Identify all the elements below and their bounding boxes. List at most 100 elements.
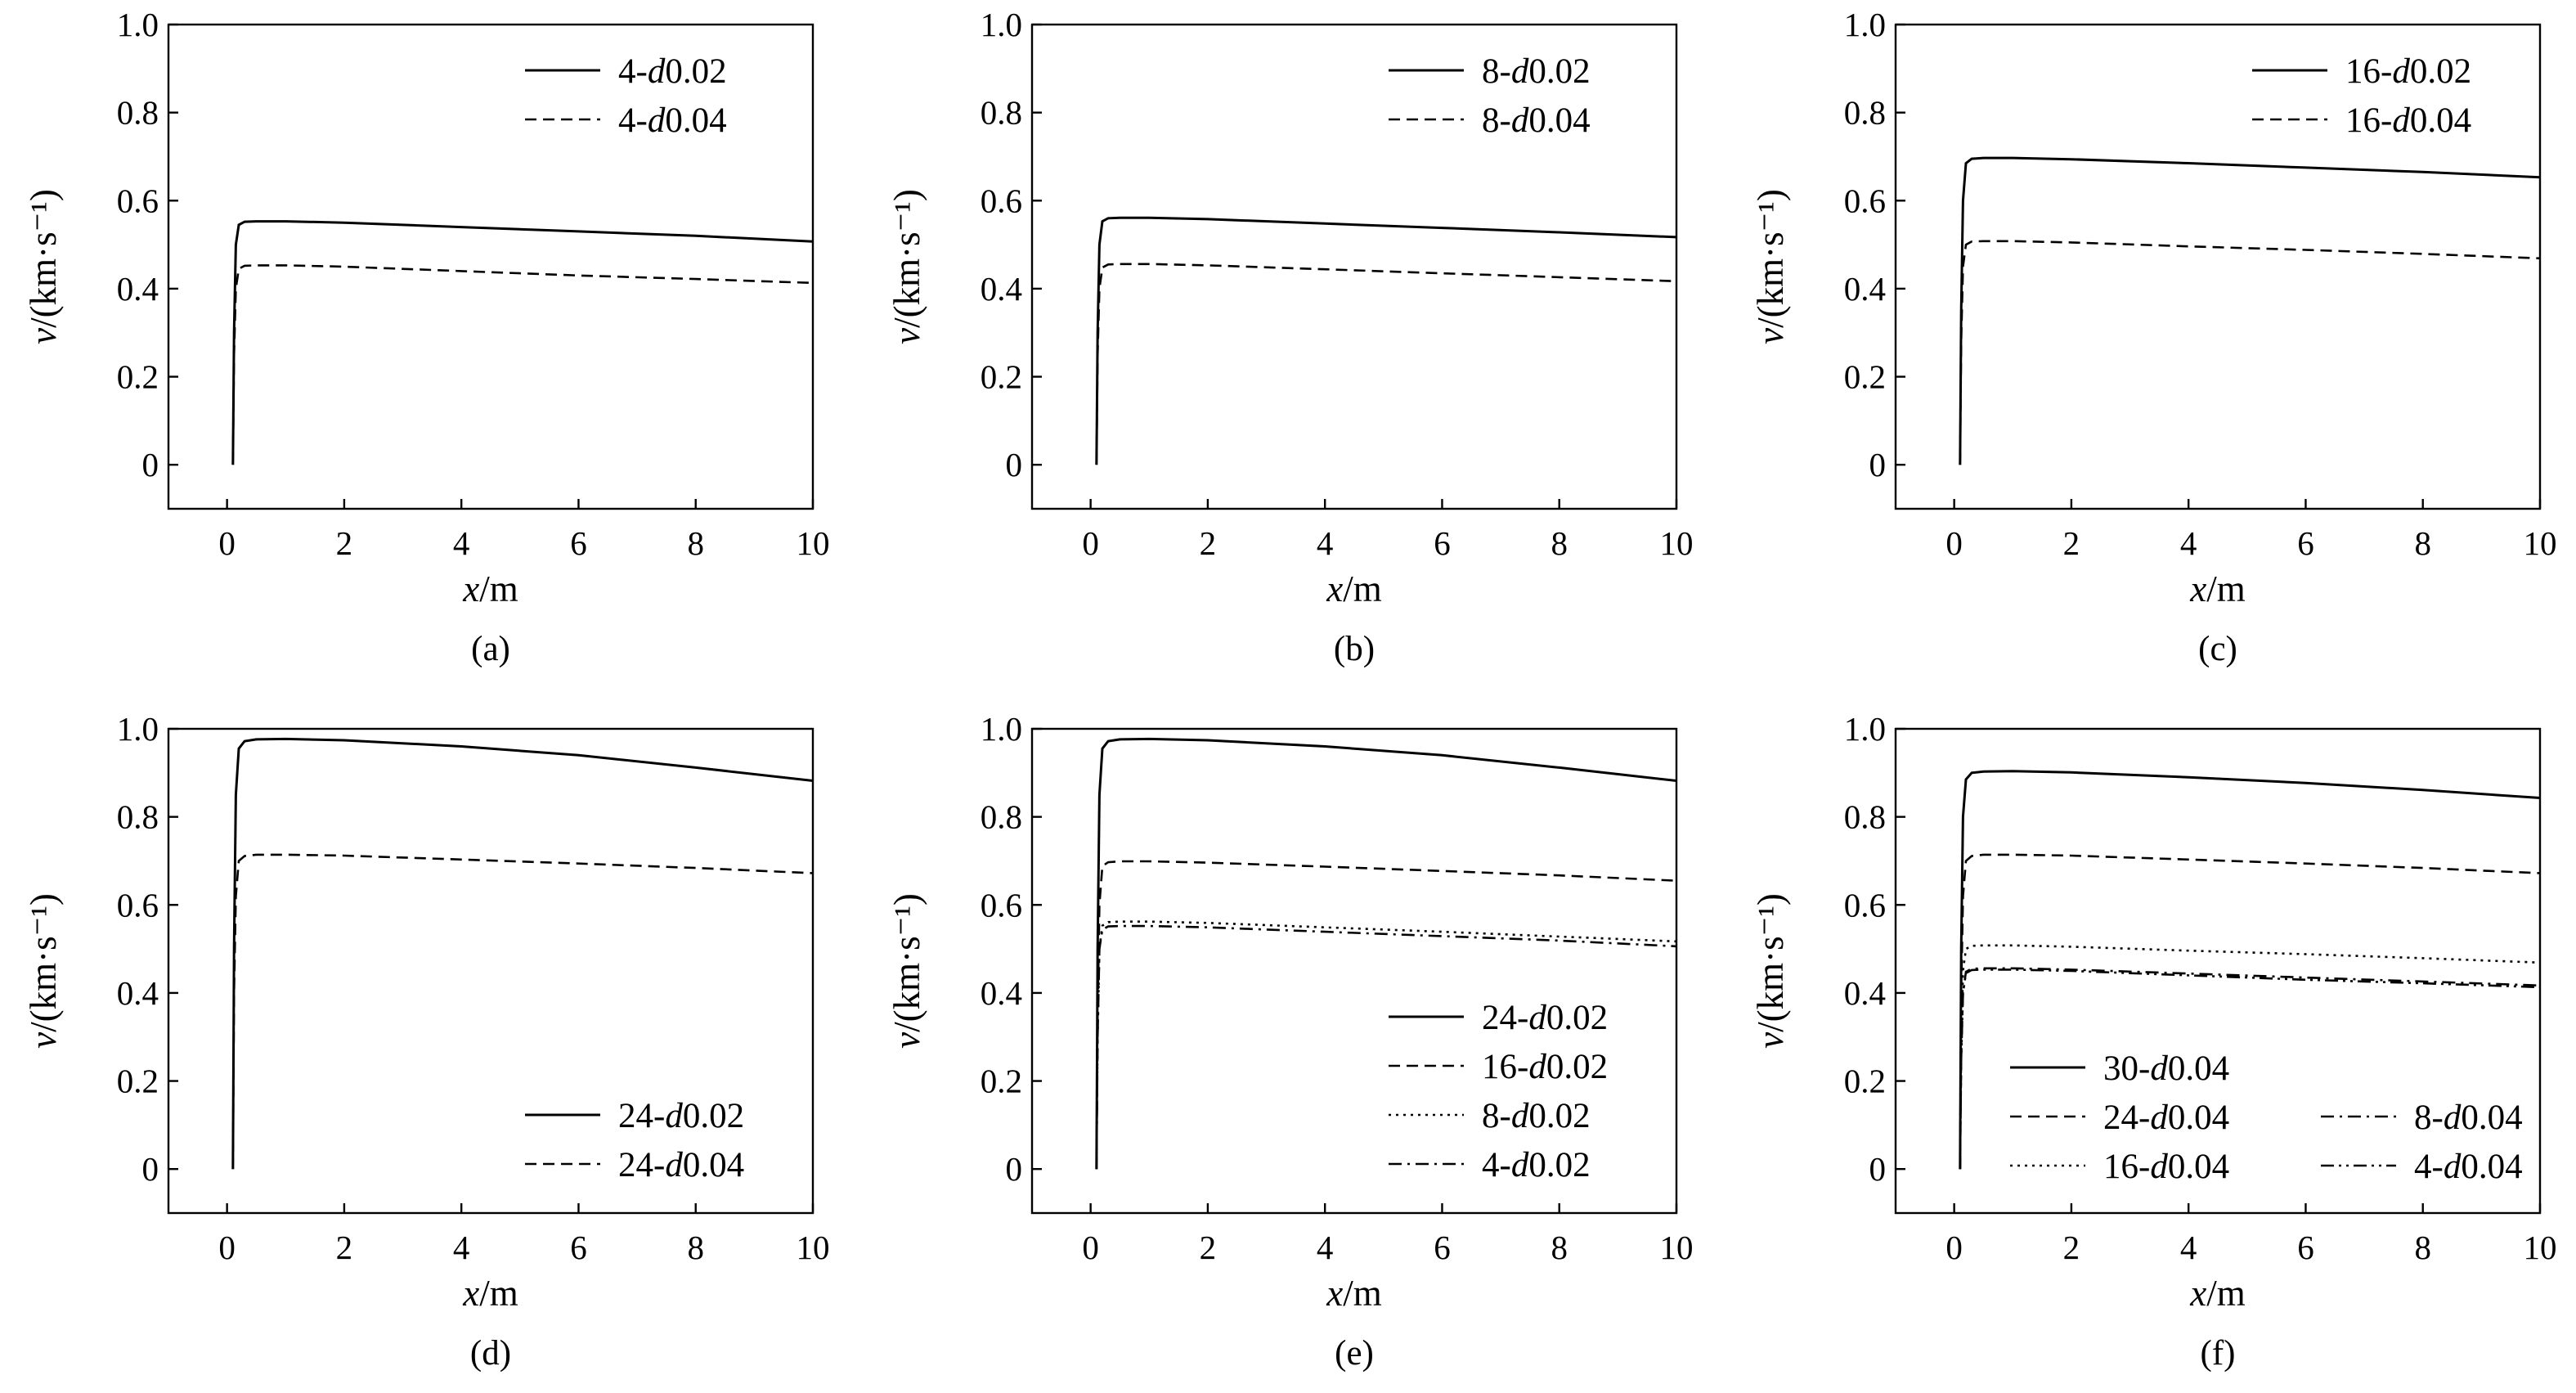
- series-line: [1095, 216, 1677, 465]
- chart-panel: 0 0.2 0.4 0.6 0.8 1.0 0 2 4 6 8 10 x/m v/(km·s⁻¹) (b) 8…: [886, 6, 1694, 668]
- y-tick-label: 0.4: [117, 270, 159, 308]
- x-tick-label: 6: [570, 524, 587, 562]
- x-axis-label: x/m: [1326, 1273, 1382, 1314]
- x-tick-label: 0: [1082, 1229, 1099, 1266]
- series-line: [1959, 156, 2541, 465]
- x-tick-label: 0: [1082, 524, 1099, 562]
- y-axis-label: v/(km·s⁻¹): [886, 893, 927, 1049]
- x-tick-label: 4: [453, 524, 470, 562]
- x-tick-label: 8: [1551, 524, 1568, 562]
- y-tick-label: 0.2: [117, 358, 159, 396]
- x-tick-label: 4: [2180, 1229, 2197, 1266]
- y-tick-label: 0.8: [1844, 798, 1886, 836]
- y-tick-label: 0: [1006, 446, 1023, 483]
- legend-label: 8-d0.02: [1482, 52, 1591, 91]
- x-tick-label: 10: [797, 524, 830, 562]
- x-tick-label: 4: [1317, 524, 1334, 562]
- x-tick-label: 10: [1660, 1229, 1694, 1266]
- x-tick-label: 8: [2414, 524, 2431, 562]
- legend-label: 4-d0.04: [618, 101, 727, 140]
- y-tick-label: 0.4: [981, 974, 1022, 1012]
- panel-label: (a): [471, 630, 510, 668]
- x-tick-label: 2: [336, 1229, 353, 1266]
- y-tick-label: 0.6: [981, 886, 1022, 923]
- x-axis-label: x/m: [2189, 568, 2246, 609]
- y-tick-label: 1.0: [117, 6, 159, 43]
- x-tick-label: 0: [218, 1229, 236, 1266]
- y-tick-label: 0.4: [117, 974, 159, 1012]
- x-tick-label: 6: [2297, 524, 2314, 562]
- x-axis-label: x/m: [462, 1273, 518, 1314]
- x-tick-label: 4: [1317, 1229, 1334, 1266]
- legend-label: 24-d0.02: [618, 1097, 744, 1135]
- y-tick-label: 1.0: [1844, 6, 1886, 43]
- chart-panel: 0 0.2 0.4 0.6 0.8 1.0 0 2 4 6 8 10 x/m v/(km·s⁻¹) (a) 4…: [23, 6, 830, 668]
- y-tick-label: 0: [1006, 1150, 1023, 1188]
- legend-label: 4-d0.04: [2414, 1148, 2523, 1186]
- x-tick-label: 6: [2297, 1229, 2314, 1266]
- series-line: [1959, 240, 2541, 465]
- y-tick-label: 0.6: [117, 182, 159, 219]
- y-tick-label: 0.2: [117, 1063, 159, 1100]
- y-tick-label: 0.2: [1844, 1063, 1886, 1100]
- y-tick-label: 0: [1869, 1150, 1887, 1188]
- y-tick-label: 0.4: [981, 270, 1022, 308]
- y-tick-label: 0.2: [981, 1063, 1022, 1100]
- panel-label: (c): [2198, 630, 2237, 668]
- series-line: [231, 264, 814, 465]
- plot-frame: [1030, 23, 1678, 510]
- y-axis-label: v/(km·s⁻¹): [23, 189, 64, 344]
- chart-panel: 0 0.2 0.4 0.6 0.8 1.0 0 2 4 6 8 10 x/m v/(km·s⁻¹) (d) 2…: [23, 710, 830, 1373]
- legend-label: 16-d0.02: [2345, 52, 2471, 91]
- y-tick-label: 0.6: [117, 886, 159, 923]
- x-axis-label: x/m: [1326, 568, 1382, 609]
- legend-label: 8-d0.04: [1482, 101, 1591, 140]
- y-tick-label: 0.6: [1844, 182, 1886, 219]
- x-tick-label: 8: [1551, 1229, 1568, 1266]
- series-line: [1095, 924, 1677, 1170]
- x-tick-label: 10: [2524, 524, 2557, 562]
- series-line: [1959, 944, 2541, 1170]
- y-tick-label: 0.2: [981, 358, 1022, 396]
- legend-label: 24-d0.04: [618, 1146, 744, 1184]
- x-tick-label: 8: [687, 524, 704, 562]
- x-tick-label: 2: [2063, 1229, 2080, 1266]
- legend-label: 16-d0.04: [2345, 101, 2471, 140]
- panel-label: (e): [1335, 1334, 1374, 1373]
- series-line: [231, 737, 814, 1170]
- legend-label: 24-d0.02: [1482, 999, 1608, 1037]
- y-tick-label: 0.6: [981, 182, 1022, 219]
- x-tick-label: 6: [1434, 524, 1451, 562]
- plot-frame: [1030, 727, 1678, 1215]
- panel-label: (d): [470, 1334, 511, 1373]
- y-tick-label: 0: [142, 1150, 159, 1188]
- plot-frame: [167, 23, 815, 510]
- series-line: [1959, 853, 2541, 1170]
- y-tick-label: 0.8: [981, 94, 1022, 132]
- y-tick-label: 0.8: [117, 798, 159, 836]
- x-tick-label: 4: [453, 1229, 470, 1266]
- x-tick-label: 2: [336, 524, 353, 562]
- legend-label: 30-d0.04: [2103, 1049, 2229, 1088]
- x-tick-label: 10: [2524, 1229, 2557, 1266]
- x-tick-label: 10: [1660, 524, 1694, 562]
- series-line: [1095, 920, 1677, 1170]
- x-tick-label: 0: [1945, 1229, 1963, 1266]
- series-line: [231, 220, 814, 465]
- y-tick-label: 0.8: [981, 798, 1022, 836]
- series-line: [1095, 263, 1677, 465]
- series-line: [1959, 770, 2541, 1170]
- y-tick-label: 1.0: [1844, 710, 1886, 748]
- series-line: [231, 853, 814, 1170]
- legend-label: 24-d0.04: [2103, 1099, 2229, 1137]
- panel-label: (f): [2201, 1334, 2236, 1373]
- y-axis-label: v/(km·s⁻¹): [1750, 189, 1791, 344]
- legend-label: 4-d0.02: [1482, 1146, 1591, 1184]
- legend-label: 8-d0.04: [2414, 1099, 2523, 1137]
- x-tick-label: 8: [2414, 1229, 2431, 1266]
- y-axis-label: v/(km·s⁻¹): [23, 893, 64, 1049]
- y-tick-label: 0: [1869, 446, 1887, 483]
- chart-panel: 0 0.2 0.4 0.6 0.8 1.0 0 2 4 6 8 10 x/m v/(km·s⁻¹) (e) 2…: [886, 710, 1694, 1373]
- series-line: [1959, 968, 2541, 1170]
